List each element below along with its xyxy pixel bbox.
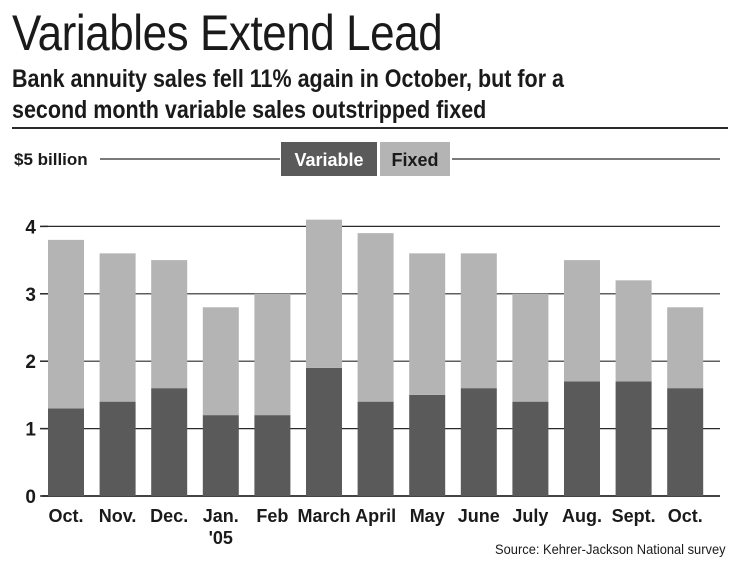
legend-swatch-variable	[281, 142, 377, 176]
y-tick-label: 0	[25, 487, 36, 508]
x-tick-label: Jan.	[203, 506, 239, 526]
x-tick-label: Oct.	[48, 506, 83, 526]
y-tick-label: 2	[25, 352, 36, 373]
x-tick-label: Sept.	[612, 506, 656, 526]
bar-variable	[667, 388, 704, 496]
x-tick-label: Aug.	[562, 506, 602, 526]
x-tick-label: '05	[209, 528, 233, 548]
bar-fixed	[254, 293, 291, 416]
bar-fixed	[460, 253, 497, 389]
bar-variable	[615, 381, 652, 496]
page-title: Variables Extend Lead	[12, 5, 443, 61]
bar-variable	[409, 394, 446, 496]
x-tick-label: April	[355, 506, 396, 526]
bar-variable	[357, 401, 394, 496]
bar-variable	[202, 415, 239, 496]
x-tick-label: Feb	[256, 506, 288, 526]
bar-variable	[564, 381, 600, 496]
bar-variable	[151, 388, 188, 496]
legend-label-fixed: Fixed	[391, 150, 438, 170]
bar-variable	[460, 388, 497, 496]
bar-variable	[306, 367, 342, 496]
bar-fixed	[48, 239, 84, 409]
y-tick-label: 3	[25, 285, 36, 306]
subtitle-line-2: second month variable sales outstripped …	[12, 96, 487, 124]
source-note: Source: Kehrer-Jackson National survey	[495, 541, 726, 557]
x-tick-label: March	[297, 506, 350, 526]
bar-fixed	[564, 260, 600, 382]
x-tick-label: July	[512, 506, 548, 526]
bar-fixed	[615, 280, 652, 382]
x-tick-label: May	[410, 506, 445, 526]
bar-fixed	[99, 253, 136, 402]
legend-swatch-fixed	[380, 142, 450, 176]
y-axis-unit-label: $5 billion	[14, 150, 88, 169]
title-divider	[12, 127, 728, 129]
bar-fixed	[409, 253, 446, 395]
bar-variable	[48, 408, 84, 496]
subtitle: Bank annuity sales fell 11% again in Oct…	[12, 64, 700, 126]
y-tick-label: 4	[25, 217, 36, 238]
x-tick-label: Dec.	[150, 506, 188, 526]
x-tick-label: Oct.	[668, 506, 703, 526]
bar-fixed	[512, 293, 549, 402]
legend-label-variable: Variable	[294, 150, 363, 170]
bar-fixed	[357, 233, 394, 402]
x-tick-label: June	[458, 506, 500, 526]
y-tick-label: 1	[25, 420, 36, 441]
bar-fixed	[202, 307, 239, 416]
x-tick-label: Nov.	[99, 506, 137, 526]
bar-variable	[512, 401, 549, 496]
subtitle-line-1: Bank annuity sales fell 11% again in Oct…	[12, 65, 564, 93]
bar-fixed	[306, 219, 342, 368]
bar-fixed	[667, 307, 704, 389]
bar-fixed	[151, 260, 188, 389]
bar-variable	[99, 401, 136, 496]
bar-variable	[254, 415, 291, 496]
